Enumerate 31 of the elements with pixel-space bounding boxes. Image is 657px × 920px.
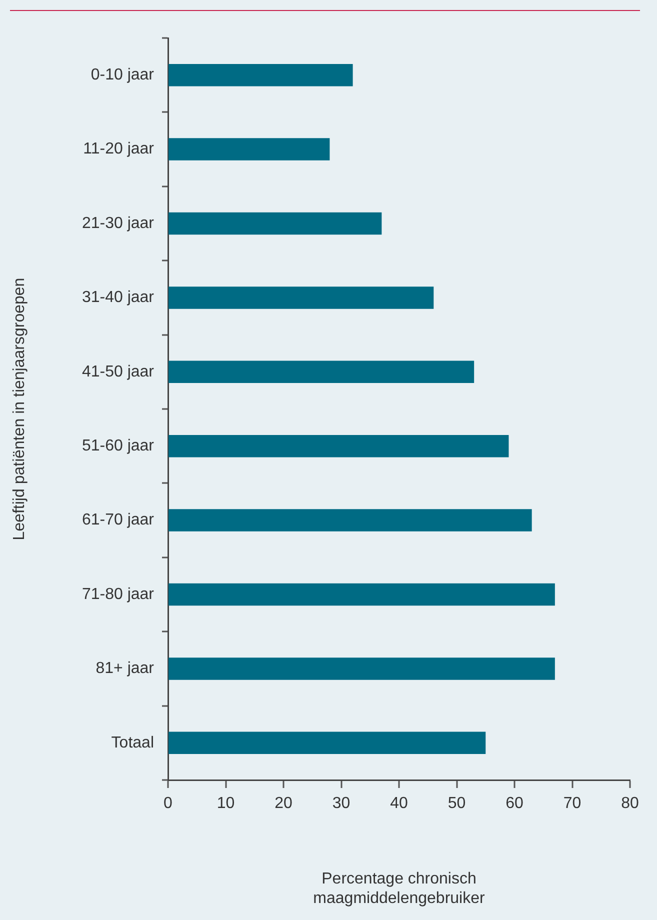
bar — [168, 434, 509, 458]
bar — [168, 360, 474, 384]
x-tick-label: 50 — [448, 795, 466, 812]
y-axis-title: Leeftijd patiënten in tienjaarsgroepen — [11, 278, 28, 540]
x-tick-label: 30 — [332, 795, 350, 812]
bar — [168, 138, 330, 160]
bar — [168, 286, 434, 309]
y-tick-label: 41-50 jaar — [82, 363, 155, 380]
x-tick-label: 20 — [274, 795, 292, 812]
bar — [168, 64, 353, 86]
x-tick-label: 70 — [563, 795, 582, 812]
y-tick-label: 61-70 jaar — [82, 512, 155, 529]
bar — [168, 583, 555, 606]
x-tick-label: 60 — [506, 795, 524, 812]
y-tick-label: 0-10 jaar — [90, 66, 155, 84]
y-tick-label: 11-20 jaar — [83, 140, 155, 158]
x-tick-label: 10 — [216, 795, 235, 812]
bar — [168, 732, 486, 754]
y-tick-label: 31-40 jaar — [82, 289, 155, 306]
y-tick-label: 71-80 jaar — [82, 586, 155, 603]
x-tick-label: 0 — [164, 795, 173, 812]
y-tick-label: Totaal — [111, 734, 154, 752]
bar — [168, 212, 382, 235]
bar — [168, 509, 532, 532]
x-axis-title: Percentage chronisch maagmiddelengebruiker — [313, 870, 486, 907]
y-tick-label: 51-60 jaar — [82, 438, 155, 455]
y-tick-label: 81+ jaar — [96, 660, 155, 678]
x-tick-label: 80 — [621, 795, 639, 812]
y-tick-label: 21-30 jaar — [82, 214, 155, 232]
bar — [168, 658, 555, 680]
x-tick-label: 40 — [390, 795, 408, 812]
